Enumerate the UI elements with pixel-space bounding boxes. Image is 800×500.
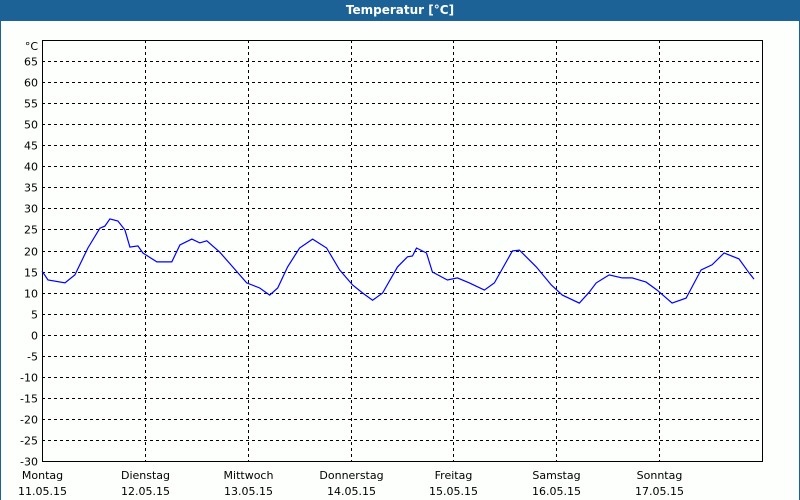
x-tick-day: Sonntag xyxy=(637,469,683,482)
x-tick-day: Samstag xyxy=(532,469,580,482)
y-tick-label: 15 xyxy=(24,267,38,280)
x-tick-date: 12.05.15 xyxy=(121,485,170,498)
x-tick-day: Donnerstag xyxy=(319,469,383,482)
y-tick-label: 0 xyxy=(31,330,38,343)
y-tick-label: 25 xyxy=(24,224,38,237)
temperature-line xyxy=(41,218,755,304)
y-tick-label: -30 xyxy=(20,456,38,469)
y-tick-label: 5 xyxy=(31,309,38,322)
x-tick-date: 11.05.15 xyxy=(18,485,67,498)
chart-area xyxy=(1,21,799,500)
y-tick-label: -5 xyxy=(27,351,38,364)
x-tick-day: Freitag xyxy=(435,469,473,482)
x-tick-date: 15.05.15 xyxy=(429,485,478,498)
y-tick-label: -10 xyxy=(20,372,38,385)
y-tick-label: 30 xyxy=(24,203,38,216)
y-tick-label: 50 xyxy=(24,119,38,132)
y-tick-label: 65 xyxy=(24,56,38,69)
x-tick-date: 14.05.15 xyxy=(327,485,376,498)
x-tick-day: Dienstag xyxy=(121,469,170,482)
y-tick-label: 55 xyxy=(24,98,38,111)
x-tick-date: 16.05.15 xyxy=(532,485,581,498)
plot-frame xyxy=(42,40,763,462)
x-tick-day: Mittwoch xyxy=(224,469,274,482)
y-tick-label: -20 xyxy=(20,414,38,427)
x-tick-day: Montag xyxy=(22,469,63,482)
y-tick-label: 10 xyxy=(24,288,38,301)
y-tick-label: 40 xyxy=(24,161,38,174)
y-axis-unit: °C xyxy=(25,40,39,53)
y-tick-label: -15 xyxy=(20,393,38,406)
y-tick-label: -25 xyxy=(20,435,38,448)
x-tick-date: 13.05.15 xyxy=(224,485,273,498)
y-tick-label: 35 xyxy=(24,182,38,195)
x-tick-date: 17.05.15 xyxy=(635,485,684,498)
y-tick-label: 45 xyxy=(24,140,38,153)
y-tick-label: 60 xyxy=(24,77,38,90)
window-title: Temperatur [°C] xyxy=(0,0,800,21)
y-tick-label: 20 xyxy=(24,246,38,259)
